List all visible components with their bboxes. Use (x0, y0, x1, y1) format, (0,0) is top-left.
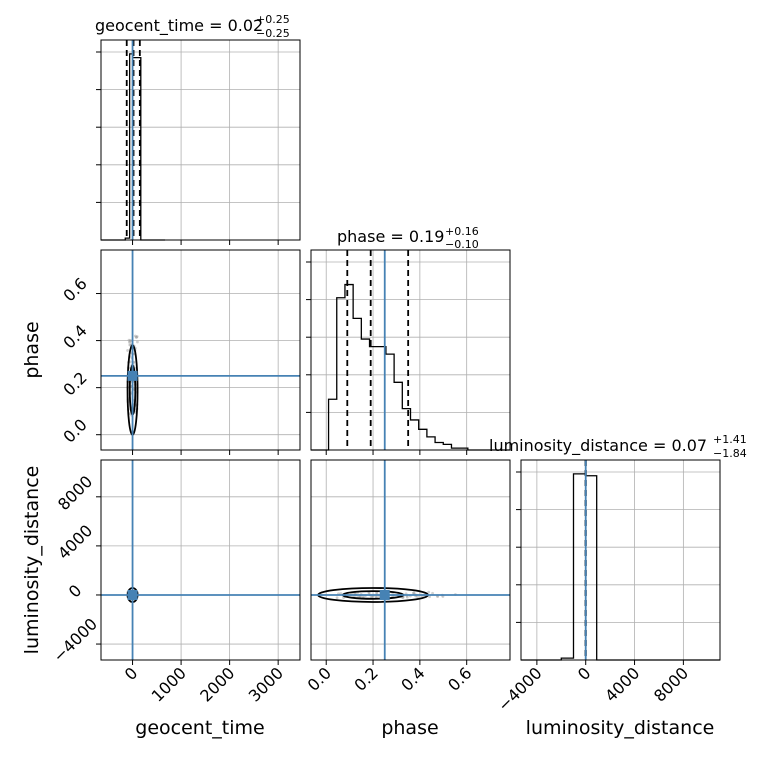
panel-phase-luminosity_distance-sample-21 (427, 590, 431, 594)
panel-geocent_time-phase-sample-64 (135, 335, 138, 339)
ytick-label-luminosity_distance-0: −4000 (49, 614, 101, 666)
panel-geocent_time-phase-sample-61 (127, 340, 131, 344)
panel-luminosity_distance-luminosity_distance: −4000 0 4000 8000 (494, 459, 721, 715)
xtick-label-luminosity_distance-1: 0 (574, 663, 595, 684)
panel-geocent_time-phase-sample-63 (135, 335, 139, 338)
xlabel-geocent-time: geocent_time (135, 717, 264, 739)
ytick-label-phase-0: 0.0 (59, 415, 90, 446)
panel-phase-luminosity_distance-sample-41 (428, 595, 431, 599)
ylabel-luminosity-distance: luminosity_distance (21, 466, 43, 655)
panel-phase-phase (306, 249, 511, 455)
xtick-label-geocent_time-3: 3000 (245, 663, 287, 705)
panel-geocent_time-phase-sample-5 (134, 335, 138, 339)
histogram-phase (311, 283, 510, 451)
panel-phase-luminosity_distance-sample-31 (335, 596, 339, 600)
title-luminosity-distance: luminosity_distance = 0.07 (489, 436, 707, 456)
ytick-label-luminosity_distance-2: 4000 (54, 521, 96, 563)
histogram-luminosity_distance (521, 473, 720, 661)
panel-geocent_time-phase-sample-33 (127, 338, 131, 342)
panel-geocent_time-geocent_time-frame (100, 39, 301, 241)
panel-geocent_time-phase: 0.0 0.2 0.4 0.6 (59, 249, 301, 455)
panel-geocent_time-phase-sample-34 (128, 339, 132, 343)
xtick-label-luminosity_distance-3: 8000 (650, 663, 692, 705)
xtick-label-phase-3: 0.6 (444, 663, 475, 694)
panel-phase-luminosity_distance-sample-54 (431, 591, 434, 595)
panel-phase-luminosity_distance-sample-57 (405, 595, 409, 599)
panel-phase-phase-frame (310, 249, 511, 451)
panel-phase-luminosity_distance-sample-0 (411, 591, 415, 595)
panel-phase-luminosity_distance-sample-6 (436, 595, 440, 599)
xtick-label-geocent_time-2: 2000 (196, 663, 238, 705)
panel-geocent_time-phase-sample-31 (133, 334, 137, 338)
xtick-label-luminosity_distance-0: −4000 (494, 663, 546, 715)
title-geocent-time: geocent_time = 0.02 (95, 16, 263, 36)
ytick-label-luminosity_distance-1: 0 (65, 581, 86, 602)
ytick-label-phase-2: 0.4 (59, 321, 90, 352)
ytick-label-phase-3: 0.6 (59, 274, 90, 305)
title-phase-minus: −0.10 (445, 238, 479, 251)
title-luminosity-distance-plus: +1.41 (713, 433, 747, 446)
xtick-label-phase-0: 0.0 (304, 663, 335, 694)
panel-geocent_time-phase-sample-28 (129, 338, 132, 342)
xlabel-phase: phase (381, 717, 438, 739)
title-phase: phase = 0.19 (337, 227, 444, 246)
panel-geocent_time-luminosity_distance-truth-point (127, 589, 138, 600)
panel-geocent_time-phase-frame (100, 249, 301, 451)
xtick-label-geocent_time-1: 1000 (148, 663, 190, 705)
panel-phase-luminosity_distance-sample-42 (416, 595, 420, 599)
ylabel-phase: phase (21, 321, 43, 378)
panel-geocent_time-luminosity_distance-frame (100, 459, 301, 661)
ytick-label-phase-1: 0.2 (59, 368, 90, 399)
panel-phase-luminosity_distance-frame (310, 459, 511, 661)
xtick-label-phase-1: 0.2 (350, 663, 381, 694)
ytick-label-luminosity_distance-3: 8000 (54, 472, 96, 514)
xlabel-luminosity-distance: luminosity_distance (526, 717, 715, 739)
panel-luminosity_distance-luminosity_distance-frame (520, 459, 721, 661)
xtick-label-luminosity_distance-2: 4000 (601, 663, 643, 705)
panel-phase-luminosity_distance-sample-69 (367, 591, 371, 595)
panel-phase-luminosity_distance: 0.0 0.2 0.4 0.6 (304, 459, 511, 695)
title-luminosity-distance-minus: −1.84 (713, 447, 747, 460)
title-geocent-time-plus: +0.25 (256, 13, 290, 26)
panel-geocent_time-luminosity_distance: −4000 0 4000 8000 0 1000 2000 3000 (49, 459, 301, 706)
panel-geocent_time-phase-sample-24 (128, 343, 132, 347)
panel-geocent_time-phase-truth-point (127, 370, 138, 381)
title-geocent-time-minus: −0.25 (256, 27, 290, 40)
panel-geocent_time-phase-sample-47 (126, 349, 130, 352)
panel-geocent_time-geocent_time (96, 39, 301, 245)
panel-phase-luminosity_distance-sample-17 (412, 591, 416, 595)
xtick-label-geocent_time-0: 0 (121, 663, 142, 684)
panel-phase-luminosity_distance-truth-point (379, 589, 390, 600)
title-phase-plus: +0.16 (445, 225, 479, 238)
xtick-label-phase-2: 0.4 (397, 663, 428, 694)
panel-geocent_time-phase-sample-42 (136, 340, 139, 344)
